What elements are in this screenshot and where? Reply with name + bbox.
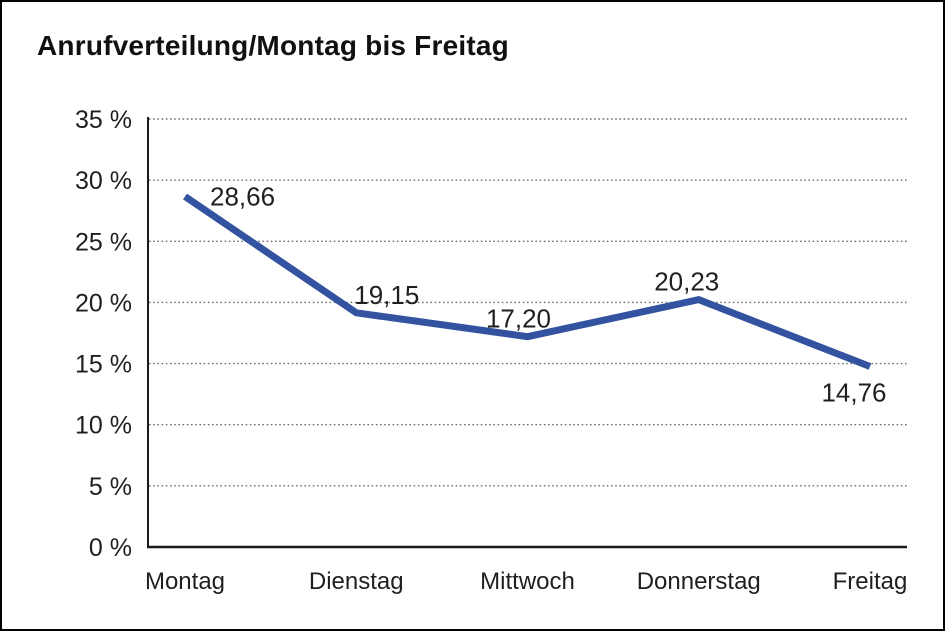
y-axis-tick-label: 20 % bbox=[75, 289, 132, 317]
x-axis-category-label: Donnerstag bbox=[637, 568, 761, 595]
y-axis-tick-label: 10 % bbox=[75, 412, 132, 440]
y-axis-tick-label: 15 % bbox=[75, 351, 132, 379]
x-axis-category-label: Montag bbox=[145, 568, 225, 595]
chart-title: Anrufverteilung/Montag bis Freitag bbox=[37, 30, 509, 61]
data-point-label: 14,76 bbox=[821, 378, 886, 408]
data-point-label: 17,20 bbox=[486, 304, 551, 334]
y-axis-tick-label: 5 % bbox=[89, 473, 132, 501]
data-point-label: 28,66 bbox=[210, 182, 275, 212]
data-point-label: 19,15 bbox=[354, 280, 419, 310]
data-point-label: 20,23 bbox=[654, 267, 719, 297]
y-axis-tick-label: 30 % bbox=[75, 167, 132, 195]
y-axis-tick-label: 35 % bbox=[75, 106, 132, 134]
x-axis-category-label: Dienstag bbox=[309, 568, 404, 595]
data-line-series bbox=[183, 193, 872, 370]
x-axis-category-label: Mittwoch bbox=[480, 568, 575, 595]
y-axis-tick-label: 0 % bbox=[89, 534, 132, 562]
y-axis-tick-label: 25 % bbox=[75, 228, 132, 256]
x-axis-category-label: Freitag bbox=[833, 568, 908, 595]
